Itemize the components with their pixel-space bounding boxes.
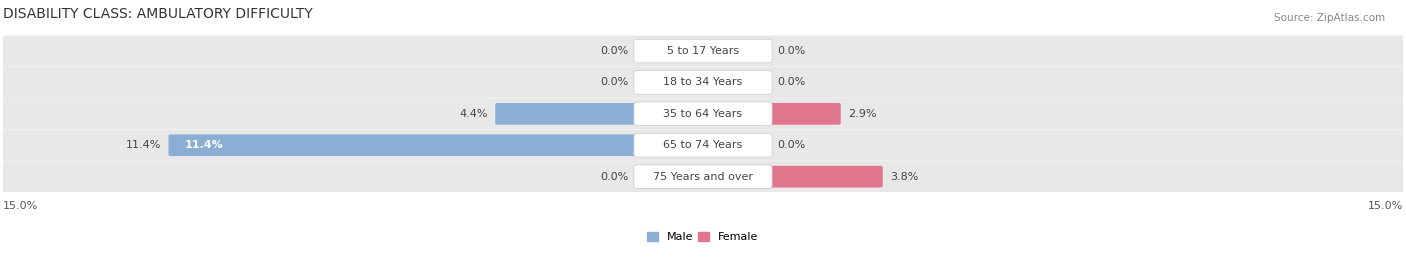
Text: 15.0%: 15.0% [3,201,38,211]
Text: DISABILITY CLASS: AMBULATORY DIFFICULTY: DISABILITY CLASS: AMBULATORY DIFFICULTY [3,7,312,21]
FancyBboxPatch shape [634,165,772,188]
FancyBboxPatch shape [634,71,772,94]
Text: 0.0%: 0.0% [778,46,806,56]
FancyBboxPatch shape [700,166,883,188]
FancyBboxPatch shape [0,67,1406,98]
Text: Source: ZipAtlas.com: Source: ZipAtlas.com [1274,13,1385,23]
Text: 0.0%: 0.0% [600,46,628,56]
Text: 0.0%: 0.0% [778,77,806,87]
Text: 2.9%: 2.9% [848,109,876,119]
FancyBboxPatch shape [634,133,772,157]
FancyBboxPatch shape [0,161,1406,192]
Text: 35 to 64 Years: 35 to 64 Years [664,109,742,119]
FancyBboxPatch shape [0,35,1406,66]
FancyBboxPatch shape [634,39,772,63]
Text: 11.4%: 11.4% [184,140,224,150]
Text: 15.0%: 15.0% [1368,201,1403,211]
Text: 0.0%: 0.0% [600,172,628,182]
FancyBboxPatch shape [495,103,706,125]
Text: 18 to 34 Years: 18 to 34 Years [664,77,742,87]
FancyBboxPatch shape [0,98,1406,129]
Text: 0.0%: 0.0% [600,77,628,87]
Text: 65 to 74 Years: 65 to 74 Years [664,140,742,150]
Text: 3.8%: 3.8% [890,172,918,182]
Legend: Male, Female: Male, Female [643,227,763,247]
FancyBboxPatch shape [0,130,1406,161]
Text: 0.0%: 0.0% [778,140,806,150]
Text: 4.4%: 4.4% [460,109,488,119]
Text: 75 Years and over: 75 Years and over [652,172,754,182]
FancyBboxPatch shape [634,102,772,126]
FancyBboxPatch shape [700,103,841,125]
FancyBboxPatch shape [169,135,706,156]
Text: 5 to 17 Years: 5 to 17 Years [666,46,740,56]
Text: 11.4%: 11.4% [127,140,162,150]
